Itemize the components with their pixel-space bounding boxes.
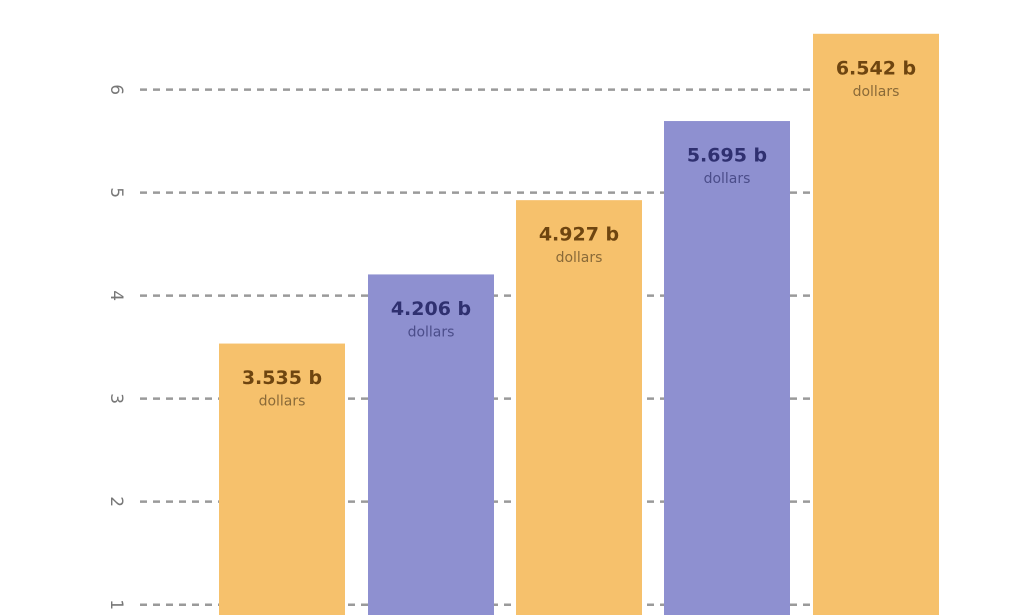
bar xyxy=(368,274,494,615)
value-label: 6.542 b xyxy=(836,57,916,79)
unit-label: dollars xyxy=(408,324,455,340)
y-tick-label: 1 xyxy=(106,599,126,610)
y-tick-label: 5 xyxy=(106,187,126,198)
value-label: 3.535 b xyxy=(242,367,322,389)
bar xyxy=(813,33,939,615)
y-tick-label: 3 xyxy=(106,393,126,404)
unit-label: dollars xyxy=(259,394,306,410)
y-tick-label: 4 xyxy=(106,290,126,301)
value-label: 4.206 b xyxy=(391,298,471,320)
unit-label: dollars xyxy=(556,250,603,266)
bar xyxy=(664,121,790,615)
y-tick-label: 2 xyxy=(106,496,126,507)
bar xyxy=(219,343,345,615)
unit-label: dollars xyxy=(704,171,751,187)
bar xyxy=(516,200,642,615)
unit-label: dollars xyxy=(853,84,900,100)
value-label: 5.695 b xyxy=(687,145,767,167)
y-tick-label: 6 xyxy=(106,84,126,95)
value-label: 4.927 b xyxy=(539,224,619,246)
